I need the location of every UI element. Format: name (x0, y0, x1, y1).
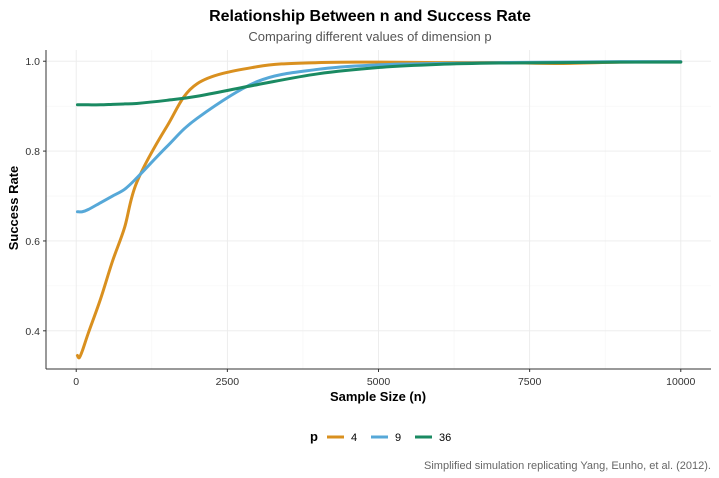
y-tick-label: 1.0 (25, 56, 40, 68)
legend-label-p-9: 9 (395, 432, 401, 444)
x-tick-label: 5000 (367, 376, 391, 388)
chart-subtitle: Comparing different values of dimension … (248, 29, 491, 44)
plot-area: 0 2500 5000 7500 10000 0.4 0.6 0.8 1.0 (25, 50, 711, 388)
legend-title: p (310, 429, 318, 444)
x-tick-label: 2500 (216, 376, 240, 388)
x-axis-ticks: 0 2500 5000 7500 10000 (73, 369, 696, 388)
legend-label-p-36: 36 (439, 432, 451, 444)
y-tick-label: 0.6 (25, 236, 40, 248)
legend: p 4 9 36 (310, 429, 451, 444)
y-axis-ticks: 0.4 0.6 0.8 1.0 (25, 56, 46, 338)
x-tick-label: 0 (73, 376, 79, 388)
series-layer (75, 60, 683, 360)
x-axis-title: Sample Size (n) (330, 389, 426, 404)
legend-label-p-4: 4 (351, 432, 357, 444)
y-axis-title: Success Rate (6, 166, 21, 251)
chart-title: Relationship Between n and Success Rate (209, 8, 531, 25)
y-tick-label: 0.4 (25, 326, 40, 338)
x-tick-label: 10000 (666, 376, 695, 388)
series-line-p-36 (75, 60, 683, 107)
series-line-p-9 (75, 60, 683, 214)
major-gridlines (46, 50, 711, 369)
y-tick-label: 0.8 (25, 146, 40, 158)
x-tick-label: 7500 (518, 376, 542, 388)
chart-caption: Simplified simulation replicating Yang, … (424, 460, 711, 472)
